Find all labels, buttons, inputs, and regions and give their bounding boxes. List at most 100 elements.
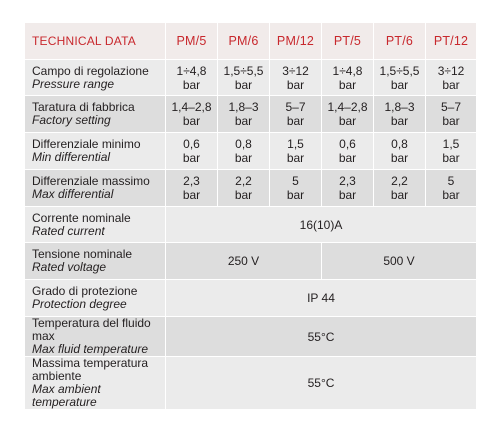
cell-unit: bar [442, 188, 460, 202]
cell-unit: bar [338, 188, 357, 202]
cell-value: 1,4–2,8 [171, 100, 212, 114]
row-pressure-range: Campo di regolazione Pressure range 1÷4,… [24, 59, 477, 96]
cell-pt6: 1,5÷5,5 bar [373, 59, 426, 96]
cell-value: 1,5÷5,5 [379, 63, 420, 78]
cell-pm6: 2,2 bar [217, 169, 270, 207]
row-label: Differenziale minimo Min differential [24, 132, 166, 170]
header-technical-data: TECHNICAL DATA [24, 22, 166, 60]
cell-value: 1,4–2,8 [327, 100, 368, 114]
cell-pm12: 5 bar [269, 169, 322, 207]
cell-value: 1,8–3 [228, 100, 259, 114]
cell-value: 1,5 [287, 137, 304, 151]
cell-value: 5–7 [440, 100, 462, 114]
row-rated-voltage: Tensione nominale Rated voltage 250 V 50… [24, 242, 477, 280]
cell-value: 0,8 [391, 137, 408, 151]
cell-unit: bar [182, 151, 201, 165]
cell-value: 3÷12 [282, 63, 309, 78]
cell-unit: bar [182, 114, 201, 128]
cell-unit: bar [442, 114, 460, 128]
label-english: Pressure range [32, 76, 115, 91]
cell-unit: bar [234, 151, 253, 165]
row-label: Tensione nominale Rated voltage [24, 242, 166, 280]
cell-pt12: 3÷12 bar [425, 59, 477, 96]
cell-pm-models: 250 V [165, 242, 322, 280]
cell-value: 5–7 [285, 100, 306, 114]
label-italian: Differenziale minimo [32, 137, 141, 151]
header-model-pt12: PT/12 [425, 22, 477, 60]
cell-pt-models: 500 V [321, 242, 477, 280]
cell-unit: bar [234, 77, 253, 92]
label-english: Protection degree [32, 297, 127, 311]
cell-unit: bar [182, 188, 201, 202]
cell-unit: bar [390, 77, 409, 92]
row-label: Taratura di fabbrica Factory setting [24, 95, 166, 133]
cell-value: 0,8 [235, 137, 252, 151]
label-italian: Tensione nominale [32, 247, 133, 261]
cell-pt5: 1÷4,8 bar [321, 59, 374, 96]
header-model-pm6: PM/6 [217, 22, 270, 60]
cell-value: 5 [447, 174, 455, 188]
label-italian: Grado di protezione [32, 284, 138, 298]
row-label: Temperatura del fluido max Max fluid tem… [24, 316, 166, 357]
cell-pt5: 1,4–2,8 bar [321, 95, 374, 133]
cell-all-models: 55°C [165, 356, 477, 410]
cell-value: 1,8–3 [384, 100, 415, 114]
cell-pt6: 2,2 bar [373, 169, 426, 207]
label-italian: Taratura di fabbrica [32, 100, 135, 114]
label-english: Factory setting [32, 113, 111, 127]
row-label: Campo di regolazione Pressure range [24, 59, 166, 96]
cell-unit: bar [442, 77, 460, 92]
cell-pt5: 2,3 bar [321, 169, 374, 207]
cell-unit: bar [286, 114, 305, 128]
row-label: Differenziale massimo Max differential [24, 169, 166, 207]
header-model-pm12: PM/12 [269, 22, 322, 60]
cell-value: 2,3 [183, 174, 200, 188]
cell-value: 1,5 [442, 137, 460, 151]
cell-pm5: 0,6 bar [165, 132, 218, 170]
row-factory-setting: Taratura di fabbrica Factory setting 1,4… [24, 95, 477, 133]
cell-pm12: 5–7 bar [269, 95, 322, 133]
label-italian-cont: ambiente [32, 369, 82, 383]
label-italian: Temperatura del fluido max [32, 316, 151, 343]
cell-pm12: 3÷12 bar [269, 59, 322, 96]
cell-pm12: 1,5 bar [269, 132, 322, 170]
cell-pt12: 1,5 bar [425, 132, 477, 170]
cell-pt6: 0,8 bar [373, 132, 426, 170]
cell-value: 2,2 [235, 174, 252, 188]
label-english: Max ambient temperature [32, 382, 101, 409]
header-model-pm5: PM/5 [165, 22, 218, 60]
label-english: Min differential [32, 150, 111, 164]
cell-pm6: 1,5÷5,5 bar [217, 59, 270, 96]
label-english: Rated voltage [32, 260, 107, 274]
cell-pm5: 1,4–2,8 bar [165, 95, 218, 133]
cell-unit: bar [390, 114, 409, 128]
row-max-ambient-temperature: Massima temperatura ambiente Max ambient… [24, 356, 477, 410]
row-label: Grado di protezione Protection degree [24, 279, 166, 317]
cell-value: 5 [292, 174, 299, 188]
header-model-pt6: PT/6 [373, 22, 426, 60]
cell-pm5: 2,3 bar [165, 169, 218, 207]
cell-unit: bar [286, 77, 305, 92]
row-rated-current: Corrente nominale Rated current 16(10)A [24, 206, 477, 243]
header-model-pt5: PT/5 [321, 22, 374, 60]
cell-value: 1,5÷5,5 [223, 63, 264, 78]
label-italian: Campo di regolazione [32, 63, 149, 78]
row-protection-degree: Grado di protezione Protection degree IP… [24, 279, 477, 317]
cell-pt6: 1,8–3 bar [373, 95, 426, 133]
cell-unit: bar [338, 77, 357, 92]
label-english: Rated current [32, 223, 105, 238]
row-max-fluid-temperature: Temperatura del fluido max Max fluid tem… [24, 316, 477, 357]
cell-unit: bar [390, 151, 409, 165]
cell-value: 2,2 [391, 174, 408, 188]
label-italian: Corrente nominale [32, 210, 131, 225]
cell-unit: bar [338, 151, 357, 165]
cell-all-models: IP 44 [165, 279, 477, 317]
label-italian: Massima temperatura [32, 356, 149, 370]
cell-value: 2,3 [339, 174, 356, 188]
label-italian: Differenziale massimo [32, 174, 150, 188]
cell-unit: bar [234, 114, 253, 128]
cell-unit: bar [182, 77, 201, 92]
cell-value: 3÷12 [437, 63, 465, 78]
cell-value: 0,6 [339, 137, 356, 151]
cell-unit: bar [234, 188, 253, 202]
